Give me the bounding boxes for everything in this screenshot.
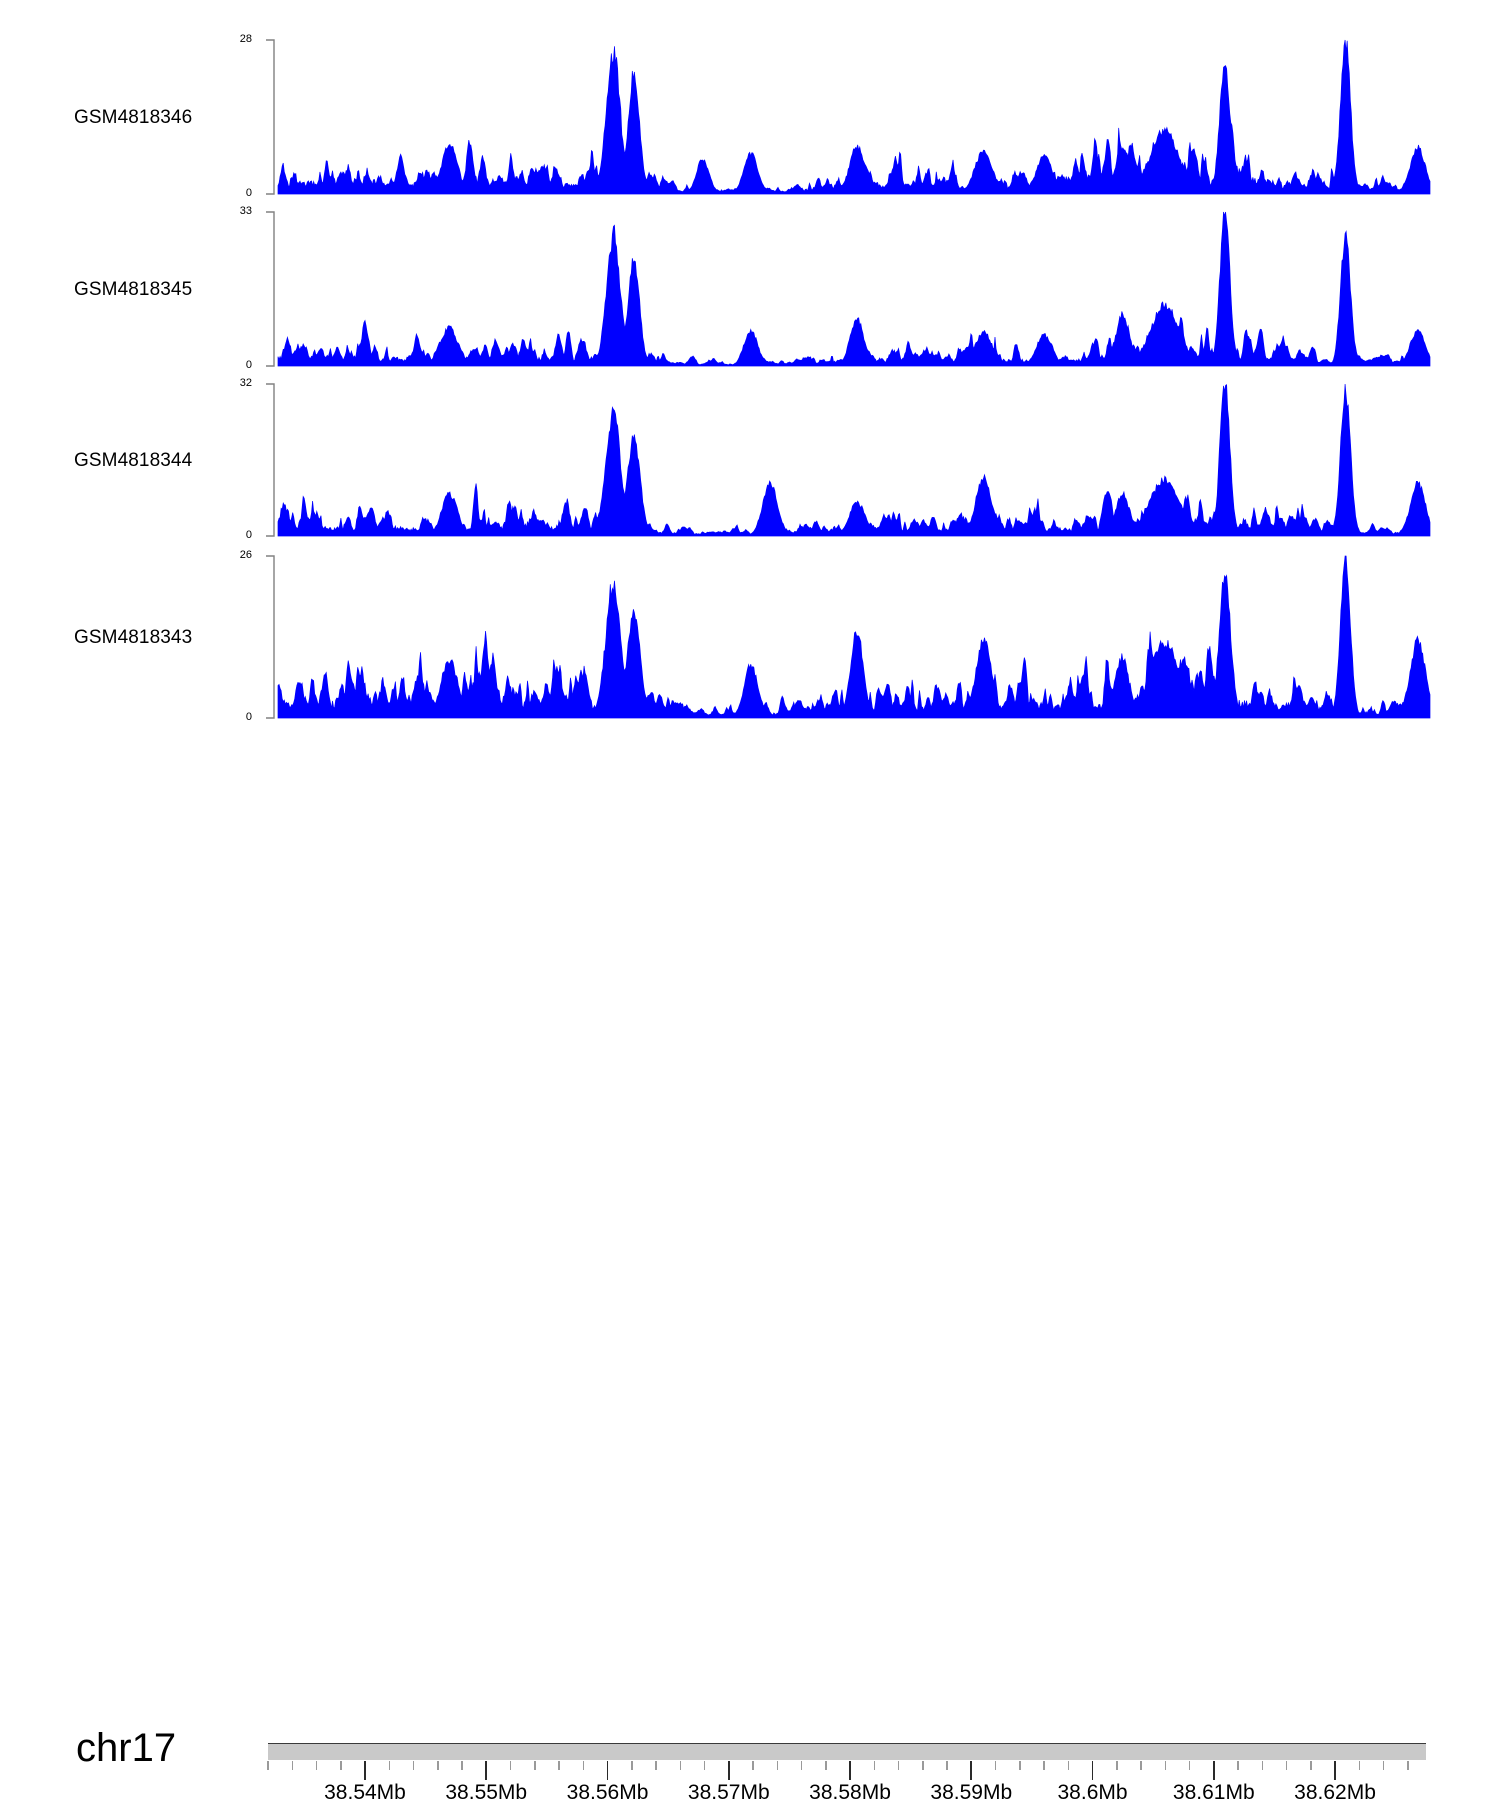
axis-minor-tick [1188, 1761, 1191, 1770]
genome-browser-canvas: GSM4818346 28 0 GSM4818345 33 0 GSM4818344 32 0 G… [0, 33, 1500, 1803]
axis-minor-tick [1310, 1761, 1312, 1770]
axis-minor-tick [776, 1761, 779, 1770]
axis-tick-label: 38.6Mb [1057, 1781, 1128, 1804]
axis-minor-tick [1285, 1761, 1288, 1770]
axis-major-tick [1213, 1761, 1215, 1780]
track-label-gsm4818344: GSM4818344 [74, 450, 193, 471]
axis-major-tick [1091, 1761, 1094, 1780]
axis-minor-tick [582, 1761, 585, 1770]
track-label-gsm4818346: GSM4818346 [74, 107, 193, 128]
axis-minor-tick [534, 1761, 536, 1770]
track-label-gsm4818343: GSM4818343 [74, 627, 193, 648]
coverage-area [277, 555, 1431, 719]
axis-minor-tick [1407, 1761, 1409, 1770]
axis-minor-tick [1140, 1761, 1142, 1770]
axis-minor-tick [946, 1761, 948, 1770]
axis-minor-tick [1067, 1761, 1070, 1770]
genome-axis-bar[interactable] [268, 1743, 1426, 1760]
axis-tick-label: 38.56Mb [566, 1781, 649, 1804]
axis-minor-tick [412, 1761, 415, 1770]
coverage-area [277, 383, 1431, 537]
axis-tick-label: 38.59Mb [930, 1781, 1013, 1804]
y-axis-max-label: 32 [239, 377, 252, 389]
y-axis-line [266, 211, 275, 367]
axis-minor-tick [655, 1761, 657, 1770]
y-axis-min-label: 0 [245, 711, 252, 723]
track-label-gsm4818345: GSM4818345 [74, 279, 193, 300]
axis-minor-tick [703, 1761, 706, 1770]
axis-major-tick [1334, 1761, 1336, 1780]
axis-tick-label: 38.55Mb [445, 1781, 528, 1804]
axis-major-tick [485, 1761, 488, 1780]
axis-major-tick [606, 1761, 609, 1780]
axis-minor-tick [388, 1761, 390, 1770]
axis-minor-tick [340, 1761, 342, 1770]
axis-minor-tick [679, 1761, 682, 1770]
y-axis-max-label: 33 [239, 205, 252, 217]
axis-tick-label: 38.61Mb [1172, 1781, 1255, 1804]
axis-minor-tick [1237, 1761, 1239, 1770]
axis-minor-tick [825, 1761, 827, 1770]
axis-minor-tick [1043, 1761, 1045, 1770]
axis-minor-tick [1164, 1761, 1167, 1770]
axis-minor-tick [315, 1761, 318, 1770]
y-axis-line [266, 383, 275, 537]
coverage-area [277, 211, 1431, 367]
axis-major-tick [364, 1761, 366, 1780]
axis-major-tick [970, 1761, 973, 1780]
axis-minor-tick [752, 1761, 754, 1770]
axis-minor-tick [291, 1761, 293, 1770]
axis-minor-tick [461, 1761, 463, 1770]
axis-minor-tick [922, 1761, 924, 1770]
axis-minor-tick [994, 1761, 997, 1770]
axis-major-tick [727, 1761, 730, 1780]
axis-major-tick [849, 1761, 851, 1780]
axis-minor-tick [509, 1761, 512, 1770]
chromosome-label: chr17 [76, 1726, 177, 1770]
coverage-area [277, 39, 1431, 195]
axis-tick-label: 38.62Mb [1294, 1781, 1376, 1804]
axis-minor-tick [1382, 1761, 1385, 1770]
axis-minor-tick [437, 1761, 439, 1770]
y-axis-line [266, 555, 275, 719]
y-axis-min-label: 0 [245, 187, 252, 199]
axis-tick-label: 38.57Mb [687, 1781, 770, 1804]
axis-minor-tick [1261, 1761, 1264, 1770]
axis-minor-tick [631, 1761, 633, 1770]
axis-minor-tick [897, 1761, 900, 1770]
axis-minor-tick [1116, 1761, 1118, 1770]
y-axis-max-label: 26 [239, 549, 252, 561]
axis-tick-label: 38.58Mb [809, 1781, 891, 1804]
coverage-plot [262, 208, 1434, 372]
axis-minor-tick [800, 1761, 803, 1770]
y-axis-min-label: 0 [245, 359, 252, 371]
coverage-plot [262, 552, 1434, 724]
axis-minor-tick [1358, 1761, 1361, 1770]
y-axis-min-label: 0 [245, 529, 252, 541]
coverage-plot [262, 36, 1434, 200]
y-axis-max-label: 28 [239, 33, 252, 45]
axis-minor-tick [558, 1761, 560, 1770]
axis-minor-tick [1019, 1761, 1021, 1770]
axis-minor-tick [267, 1761, 269, 1770]
axis-tick-label: 38.54Mb [324, 1781, 406, 1804]
coverage-plot [262, 380, 1434, 542]
axis-minor-tick [873, 1761, 876, 1770]
genome-axis: chr17 38.54Mb 38.55Mb 38.56Mb 38.57Mb 38.58M… [0, 862, 1500, 1803]
y-axis-line [266, 39, 275, 195]
